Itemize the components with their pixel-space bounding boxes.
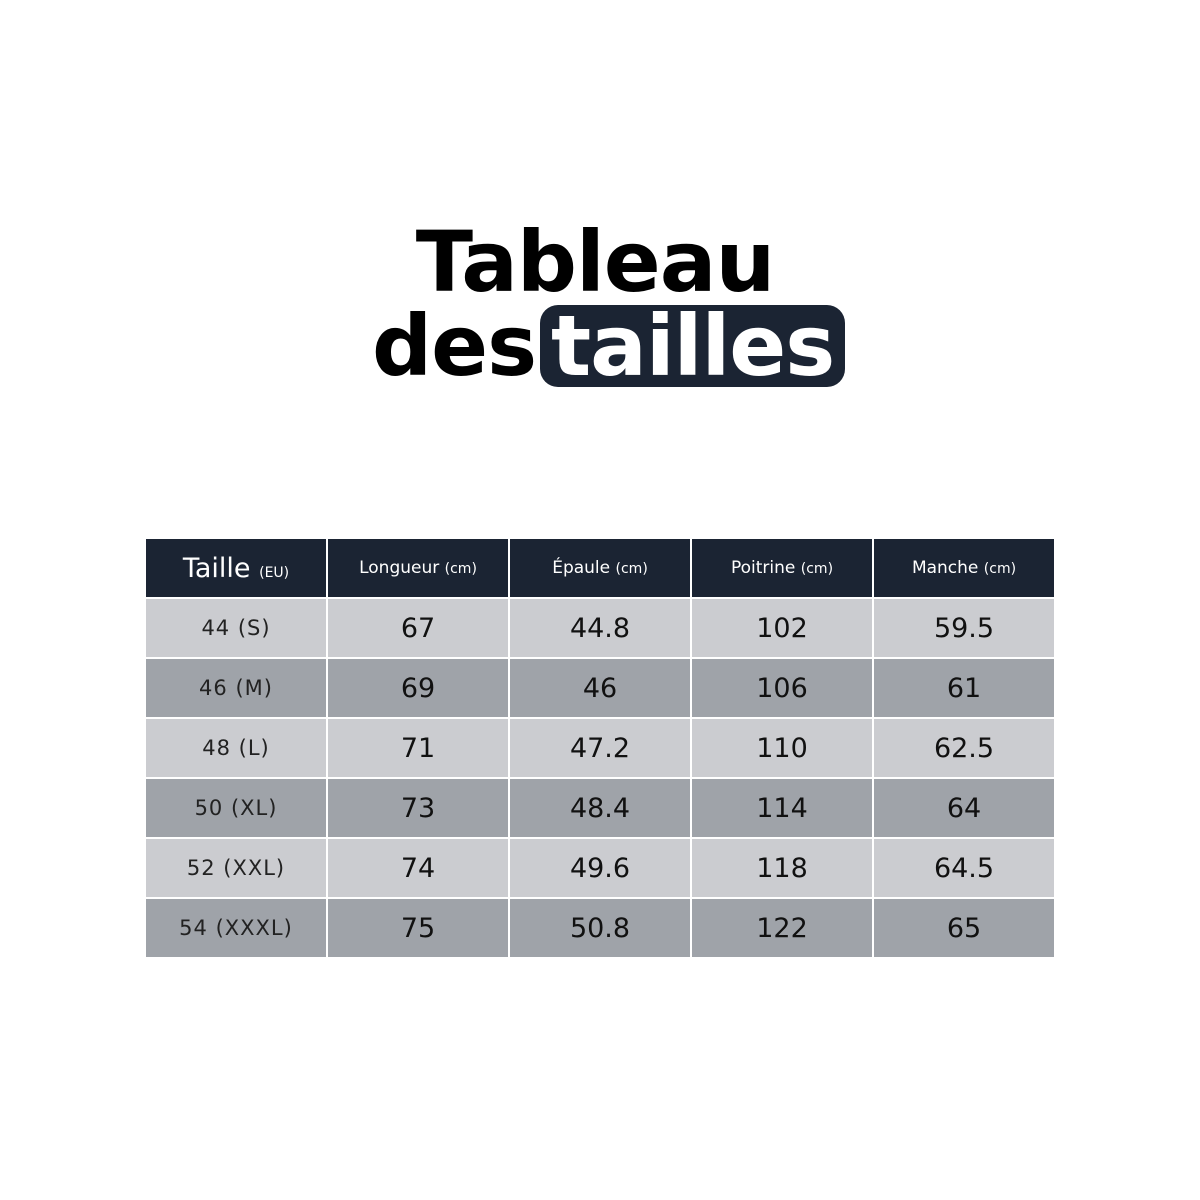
header-unit: (cm) — [983, 561, 1017, 577]
header-label: Longueur — [359, 558, 440, 578]
table-row: 44 (S) 67 44.8 102 59.5 — [144, 597, 1056, 659]
measure-cell: 67 — [326, 597, 510, 659]
measure-cell: 122 — [690, 897, 874, 959]
header-row: Taille (EU) Longueur (cm) Épaule (cm) Poitr… — [144, 537, 1056, 599]
header-label: Poitrine — [730, 558, 796, 578]
measure-cell: 73 — [326, 777, 510, 839]
header-label: Taille — [182, 552, 251, 584]
measure-cell: 114 — [690, 777, 874, 839]
column-header: Manche (cm) — [872, 537, 1056, 599]
column-header: Taille (EU) — [144, 537, 328, 599]
header-unit: (cm) — [615, 561, 648, 577]
measure-cell: 64 — [872, 777, 1056, 839]
header-label: Épaule — [552, 558, 611, 578]
table-row: 54 (XXXL) 75 50.8 122 65 — [144, 897, 1056, 959]
size-cell: 46 (M) — [144, 657, 328, 719]
header-label: Manche — [911, 558, 979, 578]
size-cell: 52 (XXL) — [144, 837, 328, 899]
title-line-2: des tailles — [372, 297, 846, 395]
table-row: 52 (XXL) 74 49.6 118 64.5 — [144, 837, 1056, 899]
measure-cell: 65 — [872, 897, 1056, 959]
measure-cell: 106 — [690, 657, 874, 719]
header-unit: (cm) — [800, 561, 834, 577]
size-cell: 48 (L) — [144, 717, 328, 779]
title-line-1: Tableau — [415, 213, 776, 311]
measure-cell: 110 — [690, 717, 874, 779]
size-cell: 54 (XXXL) — [144, 897, 328, 959]
measure-cell: 50.8 — [508, 897, 692, 959]
measure-cell: 59.5 — [872, 597, 1056, 659]
measure-cell: 61 — [872, 657, 1056, 719]
column-header: Poitrine (cm) — [690, 537, 874, 599]
size-cell: 50 (XL) — [144, 777, 328, 839]
measure-cell: 69 — [326, 657, 510, 719]
header-unit: (EU) — [259, 564, 290, 581]
title-des: des — [372, 297, 537, 395]
table-row: 50 (XL) 73 48.4 114 64 — [144, 777, 1056, 839]
measure-cell: 64.5 — [872, 837, 1056, 899]
measure-cell: 75 — [326, 897, 510, 959]
table-row: 46 (M) 69 46 106 61 — [144, 657, 1056, 719]
measure-cell: 49.6 — [508, 837, 692, 899]
title-highlight-pill: tailles — [540, 304, 846, 388]
size-table: Taille (EU) Longueur (cm) Épaule (cm) Poitr… — [144, 537, 1056, 959]
measure-cell: 47.2 — [508, 717, 692, 779]
measure-cell: 46 — [508, 657, 692, 719]
size-cell: 44 (S) — [144, 597, 328, 659]
column-header: Longueur (cm) — [326, 537, 510, 599]
measure-cell: 74 — [326, 837, 510, 899]
measure-cell: 102 — [690, 597, 874, 659]
table-row: 48 (L) 71 47.2 110 62.5 — [144, 717, 1056, 779]
header-unit: (cm) — [444, 561, 477, 577]
measure-cell: 44.8 — [508, 597, 692, 659]
measure-cell: 71 — [326, 717, 510, 779]
measure-cell: 62.5 — [872, 717, 1056, 779]
column-header: Épaule (cm) — [508, 537, 692, 599]
measure-cell: 118 — [690, 837, 874, 899]
measure-cell: 48.4 — [508, 777, 692, 839]
